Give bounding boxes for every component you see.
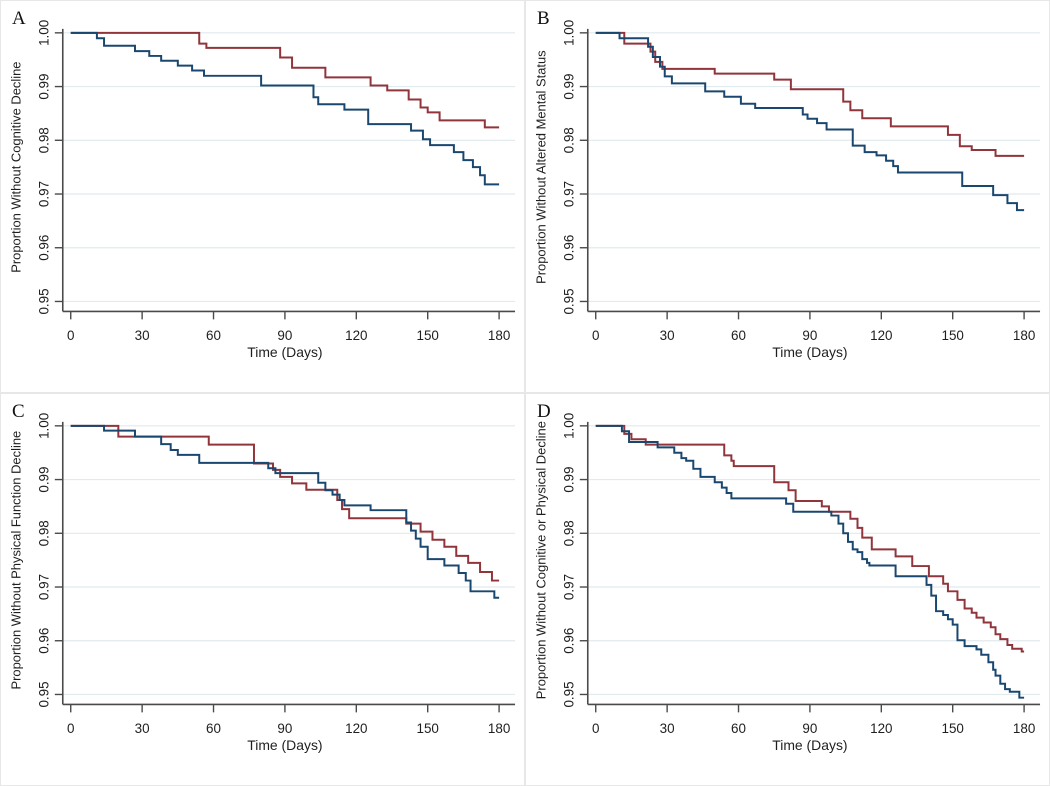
y-tick-label: 0.96 <box>561 628 576 654</box>
x-tick-label: 60 <box>731 721 746 736</box>
y-tick-label: 0.97 <box>561 574 576 600</box>
x-tick-label: 30 <box>660 328 675 343</box>
x-axis-title: Time (Days) <box>772 344 847 360</box>
y-axis-title: Proportion Without Physical Function Dec… <box>8 431 23 690</box>
y-tick-label: 0.97 <box>561 181 576 207</box>
y-tick-label: 0.95 <box>561 288 576 314</box>
panel-letter: A <box>12 8 26 29</box>
y-tick-label: 0.98 <box>36 520 51 546</box>
x-tick-label: 120 <box>870 328 892 343</box>
panel-d: 1.00 0.99 0.98 0.97 0.96 0.95 0 30 60 90 120 150 180… <box>525 393 1050 786</box>
y-tick-label: 0.95 <box>561 681 576 707</box>
y-tick-label: 1.00 <box>36 413 51 439</box>
x-tick-label: 30 <box>135 721 150 736</box>
panel-c: 1.00 0.99 0.98 0.97 0.96 0.95 0 30 60 90 120 150 180… <box>0 393 525 786</box>
x-tick-label: 30 <box>135 328 150 343</box>
maroon-series-line <box>70 31 500 129</box>
x-tick-label: 0 <box>67 328 74 343</box>
x-tick-label: 60 <box>731 328 746 343</box>
x-tick-label: 150 <box>416 328 438 343</box>
x-axis-title: Time (Days) <box>772 737 847 753</box>
navy-series-line <box>595 31 1025 212</box>
y-axis-title: Proportion Without Cognitive or Physical… <box>533 421 548 699</box>
y-tick-label: 0.96 <box>36 235 51 261</box>
y-tick-label: 1.00 <box>561 20 576 46</box>
x-tick-label: 180 <box>1013 328 1035 343</box>
x-tick-label: 120 <box>345 721 367 736</box>
navy-series-line <box>70 424 500 599</box>
x-tick-label: 90 <box>802 721 817 736</box>
x-tick-label: 150 <box>941 328 963 343</box>
y-tick-label: 0.96 <box>36 628 51 654</box>
panel-a-plot: 1.00 0.99 0.98 0.97 0.96 0.95 0 30 60 90 120 150 180… <box>8 8 516 360</box>
x-axis-title: Time (Days) <box>247 737 322 753</box>
x-tick-label: 60 <box>206 328 221 343</box>
panel-letter: C <box>12 401 25 422</box>
y-axis-title: Proportion Without Altered Mental Status <box>533 50 548 284</box>
maroon-series-line <box>595 424 1025 653</box>
panel-a: 1.00 0.99 0.98 0.97 0.96 0.95 0 30 60 90 120 150 180… <box>0 0 525 393</box>
panel-letter: B <box>537 8 550 29</box>
maroon-series-line <box>70 424 500 582</box>
x-tick-label: 60 <box>206 721 221 736</box>
y-tick-label: 0.95 <box>36 288 51 314</box>
panel-d-plot: 1.00 0.99 0.98 0.97 0.96 0.95 0 30 60 90 120 150 180… <box>533 401 1041 753</box>
panel-b: 1.00 0.99 0.98 0.97 0.96 0.95 0 30 60 90 120 150 180… <box>525 0 1050 393</box>
panel-c-plot: 1.00 0.99 0.98 0.97 0.96 0.95 0 30 60 90 120 150 180… <box>8 401 516 753</box>
y-tick-label: 0.99 <box>561 467 576 493</box>
y-tick-label: 0.98 <box>561 127 576 153</box>
navy-series-line <box>70 31 500 186</box>
y-tick-label: 0.97 <box>36 181 51 207</box>
x-tick-label: 90 <box>277 328 292 343</box>
y-tick-label: 0.98 <box>36 127 51 153</box>
y-tick-label: 0.99 <box>36 74 51 100</box>
y-axis-title: Proportion Without Cognitive Decline <box>8 62 23 273</box>
x-tick-label: 120 <box>345 328 367 343</box>
y-tick-label: 1.00 <box>561 413 576 439</box>
x-tick-label: 150 <box>941 721 963 736</box>
x-tick-label: 0 <box>67 721 74 736</box>
y-tick-label: 0.98 <box>561 520 576 546</box>
y-tick-label: 0.95 <box>36 681 51 707</box>
navy-series-line <box>595 424 1025 699</box>
panel-letter: D <box>537 401 551 422</box>
x-tick-label: 180 <box>488 328 510 343</box>
x-tick-label: 90 <box>802 328 817 343</box>
x-tick-label: 0 <box>592 328 599 343</box>
panel-b-plot: 1.00 0.99 0.98 0.97 0.96 0.95 0 30 60 90 120 150 180… <box>533 8 1041 360</box>
maroon-series-line <box>595 31 1025 157</box>
x-tick-label: 30 <box>660 721 675 736</box>
x-tick-label: 180 <box>1013 721 1035 736</box>
y-tick-label: 0.99 <box>36 467 51 493</box>
x-tick-label: 90 <box>277 721 292 736</box>
x-axis-title: Time (Days) <box>247 344 322 360</box>
x-tick-label: 150 <box>416 721 438 736</box>
x-tick-label: 180 <box>488 721 510 736</box>
x-tick-label: 120 <box>870 721 892 736</box>
x-tick-label: 0 <box>592 721 599 736</box>
y-tick-label: 1.00 <box>36 20 51 46</box>
y-tick-label: 0.97 <box>36 574 51 600</box>
y-tick-label: 0.99 <box>561 74 576 100</box>
y-tick-label: 0.96 <box>561 235 576 261</box>
